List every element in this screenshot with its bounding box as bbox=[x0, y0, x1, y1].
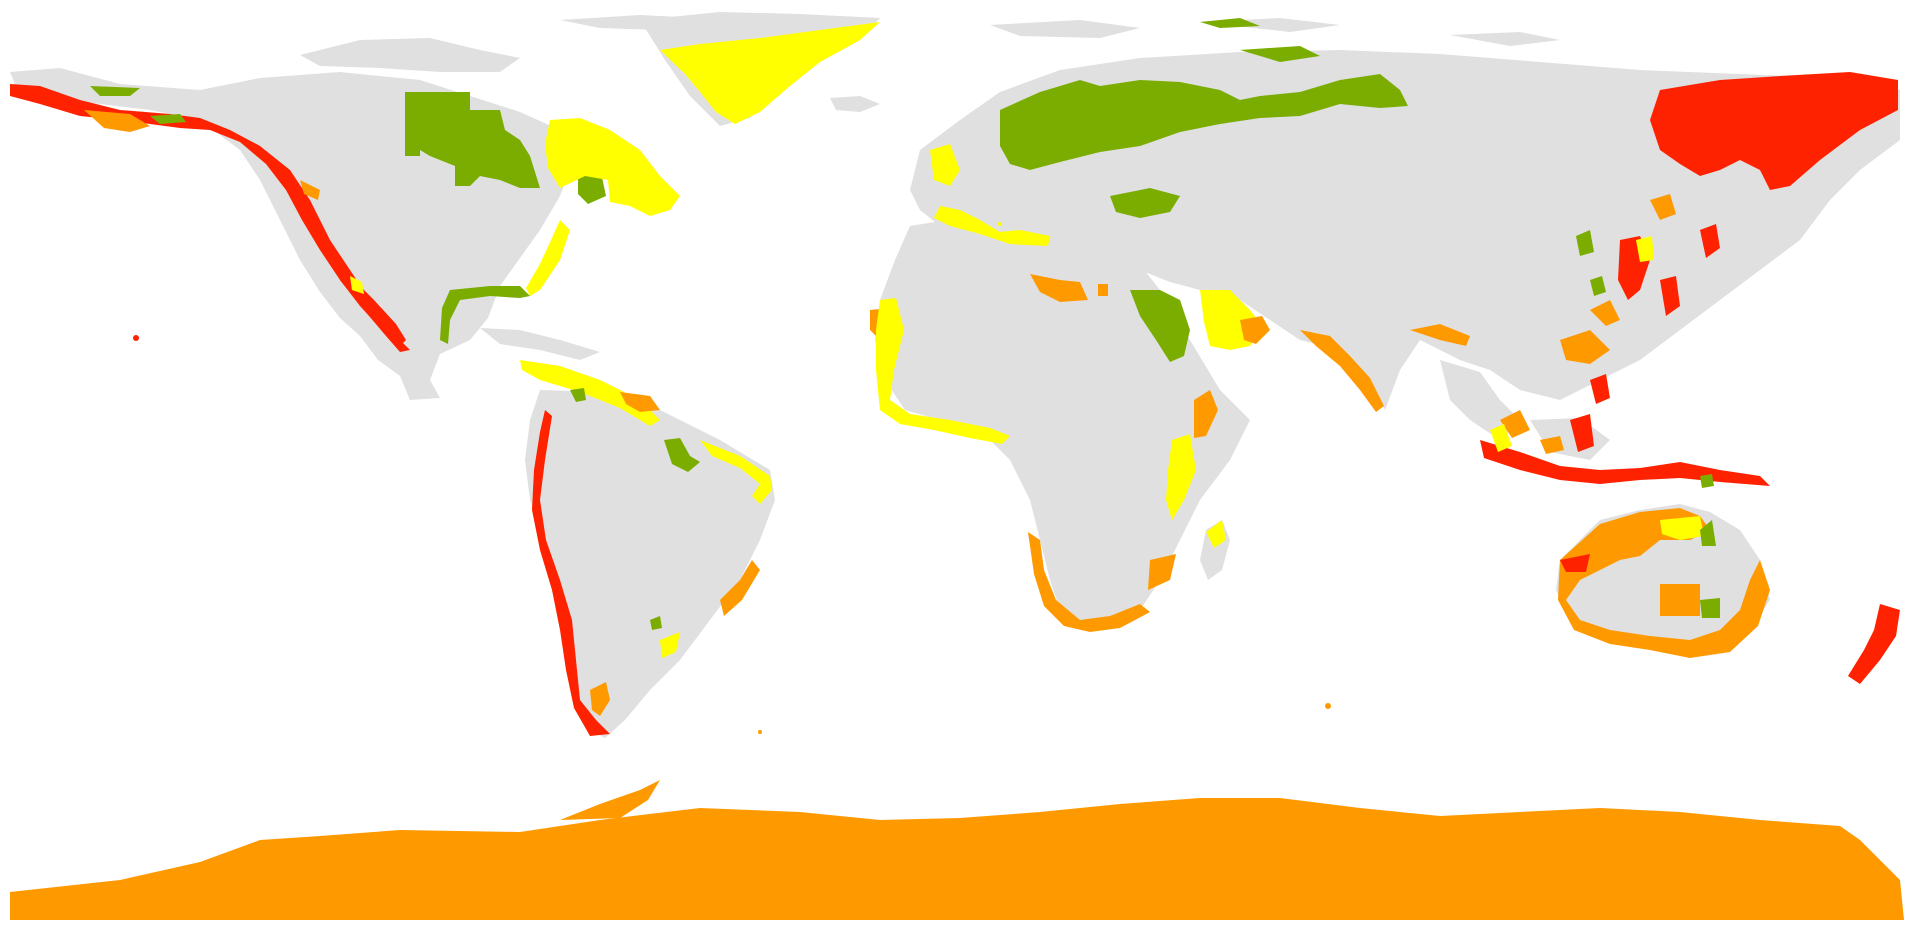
region-canada-interior bbox=[405, 92, 540, 188]
region-indonesia-red bbox=[1480, 374, 1770, 486]
region-bay-of-bengal-orange bbox=[1410, 324, 1470, 346]
region-amazon-green bbox=[570, 388, 700, 630]
south-america-land bbox=[525, 390, 775, 738]
region-east-asia-yellow bbox=[1636, 236, 1654, 262]
region-korea-green bbox=[1576, 230, 1606, 296]
caribbean-land bbox=[480, 328, 600, 360]
region-australia-interior-orange bbox=[1660, 584, 1700, 616]
region-nile-green bbox=[1130, 290, 1190, 362]
region-gulf-coast bbox=[440, 286, 530, 344]
region-us-east-coast bbox=[526, 220, 570, 296]
region-sa-pacific-red bbox=[532, 410, 610, 736]
region-na-pacific-coast bbox=[340, 276, 406, 346]
region-alaska-green bbox=[90, 86, 186, 124]
region-australia-green bbox=[1700, 520, 1720, 618]
region-indonesia-orange bbox=[1500, 410, 1564, 454]
region-west-africa-yellow bbox=[876, 298, 1010, 444]
region-indonesia-green bbox=[1700, 474, 1714, 488]
island-small-2 bbox=[758, 730, 762, 734]
island-small-3 bbox=[998, 222, 1002, 226]
region-east-asia-orange bbox=[1560, 194, 1676, 364]
region-scandinavia-green bbox=[1000, 74, 1408, 170]
eurasia-land bbox=[910, 50, 1900, 410]
arctic-islands-land bbox=[300, 15, 1560, 72]
iceland-land bbox=[830, 96, 880, 112]
island-small bbox=[1325, 703, 1331, 709]
region-arctic-islands-green bbox=[1200, 18, 1320, 62]
region-black-sea-green bbox=[1110, 188, 1180, 218]
region-alaska-orange bbox=[84, 110, 320, 200]
region-australia-red bbox=[1560, 554, 1590, 572]
island-hawaii bbox=[133, 335, 139, 341]
region-greenland bbox=[660, 22, 880, 124]
region-new-zealand-red bbox=[1848, 604, 1900, 684]
region-antarctic-peninsula bbox=[560, 780, 660, 820]
southeast-asia-land bbox=[1440, 360, 1610, 460]
region-caribbean-yellow bbox=[520, 360, 660, 426]
region-madagascar-yellow bbox=[1206, 520, 1226, 548]
region-quebec-labrador bbox=[545, 118, 680, 216]
region-east-africa-yellow bbox=[1166, 434, 1196, 520]
region-north-africa-orange bbox=[870, 274, 1108, 340]
region-indonesia-yellow bbox=[1490, 424, 1512, 452]
region-patagonia-orange bbox=[590, 682, 610, 716]
base-land bbox=[10, 12, 1900, 738]
region-california-yellow bbox=[350, 276, 364, 294]
scattered-islands bbox=[133, 222, 1331, 734]
region-india-orange bbox=[1300, 330, 1384, 412]
region-europe-coast-yellow bbox=[930, 144, 1050, 246]
region-east-africa-orange bbox=[1148, 390, 1218, 590]
region-australia-yellow bbox=[1660, 516, 1704, 540]
region-antarctica bbox=[10, 798, 1904, 920]
region-sa-atlantic-yellow bbox=[660, 440, 772, 658]
region-arabia-orange bbox=[1240, 316, 1270, 344]
region-kamchatka-red bbox=[1650, 72, 1898, 190]
region-australia-orange bbox=[1558, 508, 1770, 658]
region-south-africa-orange bbox=[1028, 532, 1150, 632]
